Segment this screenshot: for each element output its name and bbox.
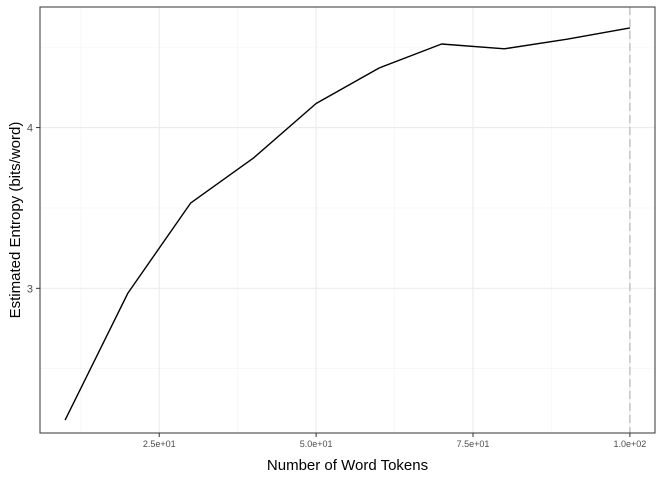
minor-gridlines [40, 7, 655, 433]
y-tick-label: 4 [27, 123, 33, 135]
series-line [64, 27, 631, 421]
x-tick-label: 5.0e+01 [300, 439, 333, 449]
x-tick-label: 1.0e+02 [613, 439, 646, 449]
y-axis-title: Estimated Entropy (bits/word) [7, 122, 24, 319]
major-gridlines [40, 7, 655, 433]
panel-border [39, 6, 656, 434]
y-tick-label: 3 [27, 283, 33, 295]
y-axis-ticks: 34 [27, 123, 40, 295]
series-layer [64, 27, 631, 421]
x-axis-title: Number of Word Tokens [267, 457, 428, 474]
x-tick-label: 2.5e+01 [143, 439, 176, 449]
x-tick-label: 7.5e+01 [457, 439, 490, 449]
x-axis-ticks: 2.5e+01 5.0e+01 7.5e+01 1.0e+02 [143, 433, 646, 449]
